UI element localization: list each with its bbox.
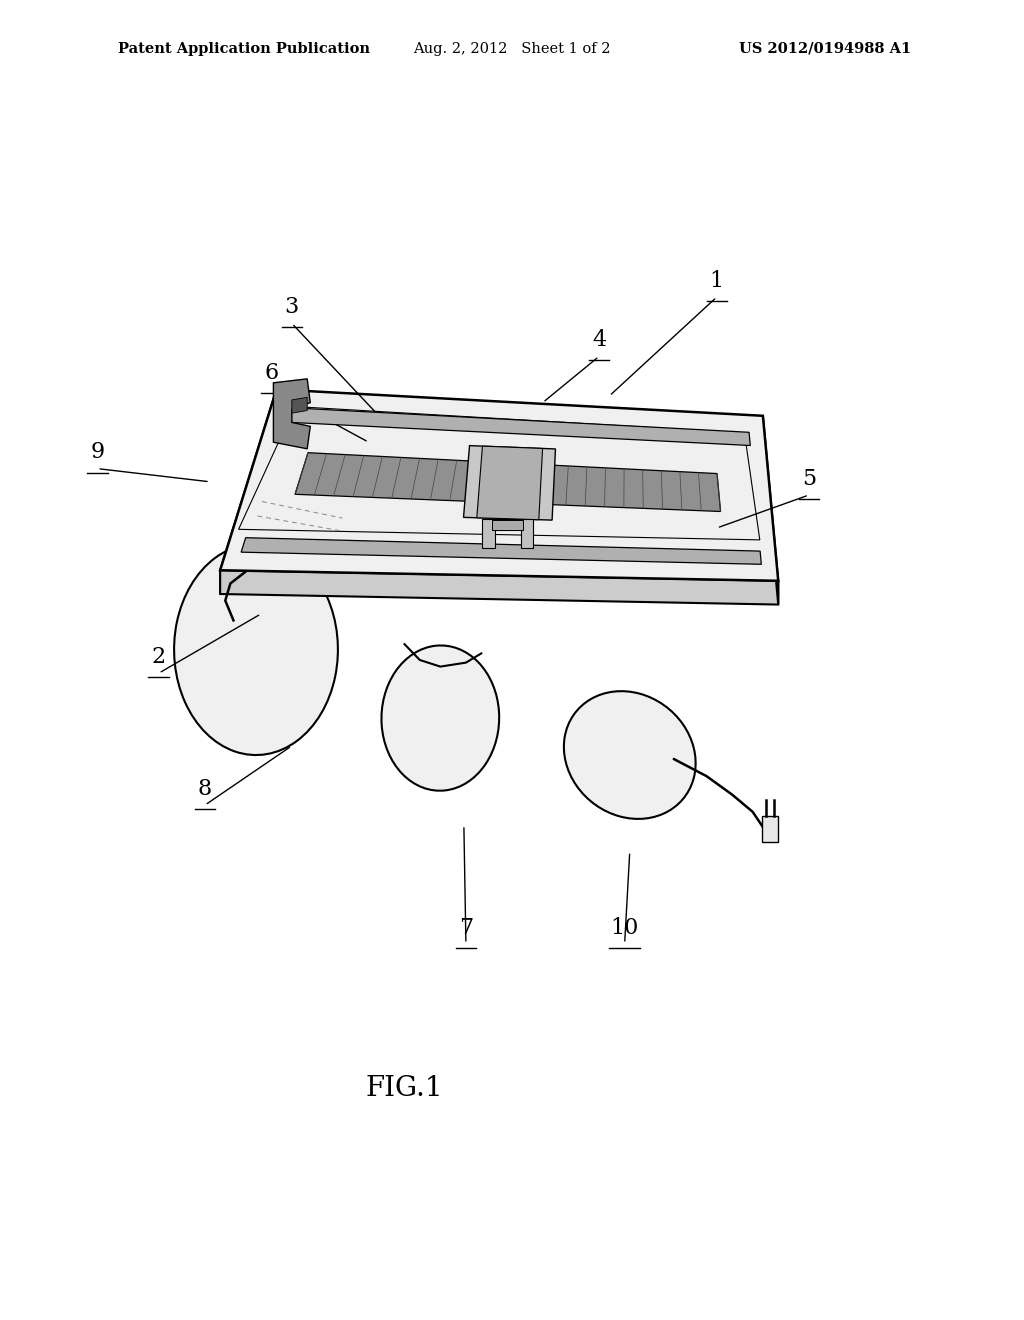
- Polygon shape: [477, 446, 543, 520]
- Text: 5: 5: [802, 467, 816, 490]
- Text: Patent Application Publication: Patent Application Publication: [118, 42, 370, 55]
- Text: US 2012/0194988 A1: US 2012/0194988 A1: [739, 42, 911, 55]
- Ellipse shape: [564, 692, 695, 818]
- Polygon shape: [242, 537, 761, 565]
- Text: 9: 9: [90, 441, 104, 463]
- Ellipse shape: [174, 544, 338, 755]
- Polygon shape: [762, 816, 778, 842]
- Ellipse shape: [382, 645, 499, 791]
- Polygon shape: [282, 408, 751, 445]
- Text: 6: 6: [264, 362, 279, 384]
- Text: Aug. 2, 2012   Sheet 1 of 2: Aug. 2, 2012 Sheet 1 of 2: [414, 42, 610, 55]
- Text: 2: 2: [152, 645, 166, 668]
- Polygon shape: [220, 389, 778, 581]
- Polygon shape: [295, 453, 721, 511]
- Text: 7: 7: [459, 916, 473, 939]
- Text: 8: 8: [198, 777, 212, 800]
- Polygon shape: [493, 520, 523, 531]
- Polygon shape: [292, 397, 307, 413]
- Text: 3: 3: [285, 296, 299, 318]
- Polygon shape: [220, 570, 778, 605]
- Polygon shape: [273, 379, 310, 449]
- Polygon shape: [763, 416, 778, 605]
- Polygon shape: [220, 389, 276, 594]
- Text: 10: 10: [610, 916, 639, 939]
- Polygon shape: [482, 519, 534, 548]
- Text: 4: 4: [592, 329, 606, 351]
- Text: 1: 1: [710, 269, 724, 292]
- Polygon shape: [464, 446, 555, 520]
- Text: FIG.1: FIG.1: [366, 1076, 443, 1102]
